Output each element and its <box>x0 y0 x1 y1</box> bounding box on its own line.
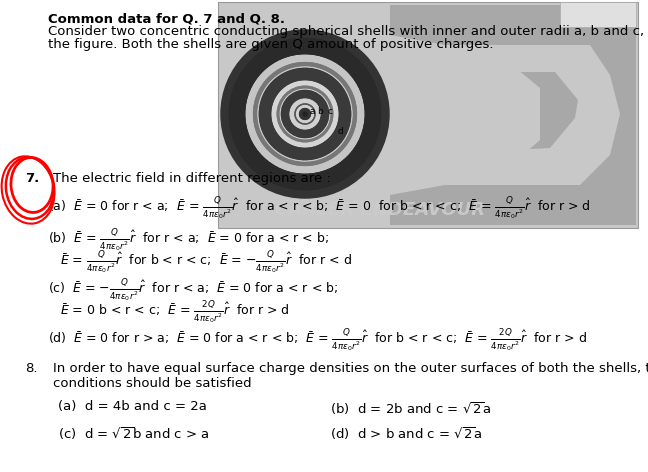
Text: (c)  d = $\sqrt{2}$b and c > a: (c) d = $\sqrt{2}$b and c > a <box>58 425 209 442</box>
Circle shape <box>289 98 321 130</box>
Polygon shape <box>420 45 620 185</box>
Text: a: a <box>310 108 316 117</box>
Text: b: b <box>317 108 323 117</box>
Text: 8.: 8. <box>25 362 38 375</box>
Polygon shape <box>390 5 636 225</box>
Circle shape <box>237 46 373 182</box>
Text: the figure. Both the shells are given Q amount of positive charges.: the figure. Both the shells are given Q … <box>48 38 494 51</box>
Circle shape <box>260 69 350 159</box>
Bar <box>560 2 636 27</box>
Text: (c)  $\bar{E}$ = $-\frac{Q}{4\pi\varepsilon_0 r^2}\hat{r}$  for r < a;  $\bar{E}: (c) $\bar{E}$ = $-\frac{Q}{4\pi\varepsil… <box>48 278 338 304</box>
Text: Consider two concentric conducting spherical shells with inner and outer radii a: Consider two concentric conducting spher… <box>48 25 648 38</box>
Text: d: d <box>337 127 343 136</box>
Text: Common data for Q. 7 and Q. 8.: Common data for Q. 7 and Q. 8. <box>48 12 285 25</box>
Text: (a)  $\bar{E}$ = 0 for r < a;  $\bar{E}$ = $\frac{Q}{4\pi\varepsilon_0 r^2}\hat{: (a) $\bar{E}$ = 0 for r < a; $\bar{E}$ =… <box>48 196 591 222</box>
Circle shape <box>303 112 307 116</box>
Text: (b)  d = 2b and c = $\sqrt{2}$a: (b) d = 2b and c = $\sqrt{2}$a <box>330 400 491 417</box>
Text: (a)  d = 4b and c = 2a: (a) d = 4b and c = 2a <box>58 400 207 413</box>
Text: (b)  $\bar{E}$ = $\frac{Q}{4\pi\varepsilon_0 r^2}\hat{r}$  for r < a;  $\bar{E}$: (b) $\bar{E}$ = $\frac{Q}{4\pi\varepsilo… <box>48 228 329 254</box>
Circle shape <box>280 89 330 139</box>
Bar <box>218 2 638 228</box>
Text: $\bar{E}$ = 0 b < r < c;  $\bar{E}$ = $\frac{2Q}{4\pi\varepsilon_0 r^2}\hat{r}$ : $\bar{E}$ = 0 b < r < c; $\bar{E}$ = $\f… <box>60 300 290 326</box>
Text: In order to have equal surface charge densities on the outer surfaces of both th: In order to have equal surface charge de… <box>53 362 648 375</box>
Text: 7.: 7. <box>25 172 40 185</box>
Text: c: c <box>327 108 332 117</box>
Text: (d)  $\bar{E}$ = 0 for r > a;  $\bar{E}$ = 0 for a < r < b;  $\bar{E}$ = $\frac{: (d) $\bar{E}$ = 0 for r > a; $\bar{E}$ =… <box>48 328 587 354</box>
Text: $\bar{E}$ = $\frac{Q}{4\pi\varepsilon_0 r^2}\hat{r}$  for b < r < c;  $\bar{E}$ : $\bar{E}$ = $\frac{Q}{4\pi\varepsilon_0 … <box>60 250 352 276</box>
Text: CAREER ENDEAVOUR: CAREER ENDEAVOUR <box>275 201 485 219</box>
Circle shape <box>242 51 368 177</box>
Text: The electric field in different regions are :: The electric field in different regions … <box>53 172 331 185</box>
Text: conditions should be satisfied: conditions should be satisfied <box>53 377 251 390</box>
Text: (d)  d > b and c = $\sqrt{2}$a: (d) d > b and c = $\sqrt{2}$a <box>330 425 483 442</box>
